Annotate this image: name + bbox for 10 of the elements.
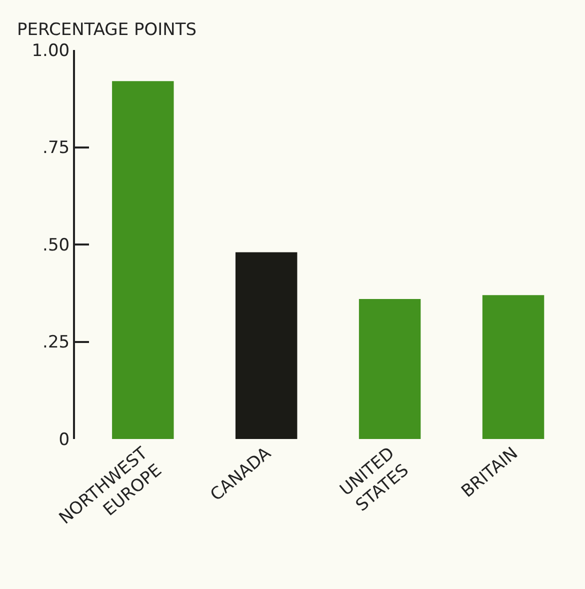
y-tick-label: .25 [42, 332, 70, 353]
y-tick-label: .50 [42, 235, 70, 256]
bar [235, 252, 298, 439]
y-axis-title: PERCENTAGE POINTS [17, 20, 197, 40]
y-tick-label: 1.00 [32, 40, 70, 61]
bar [358, 298, 421, 439]
bar [482, 295, 544, 439]
y-tick-label: .75 [42, 138, 70, 158]
y-tick-label: 0 [58, 430, 70, 450]
bar [112, 81, 174, 439]
